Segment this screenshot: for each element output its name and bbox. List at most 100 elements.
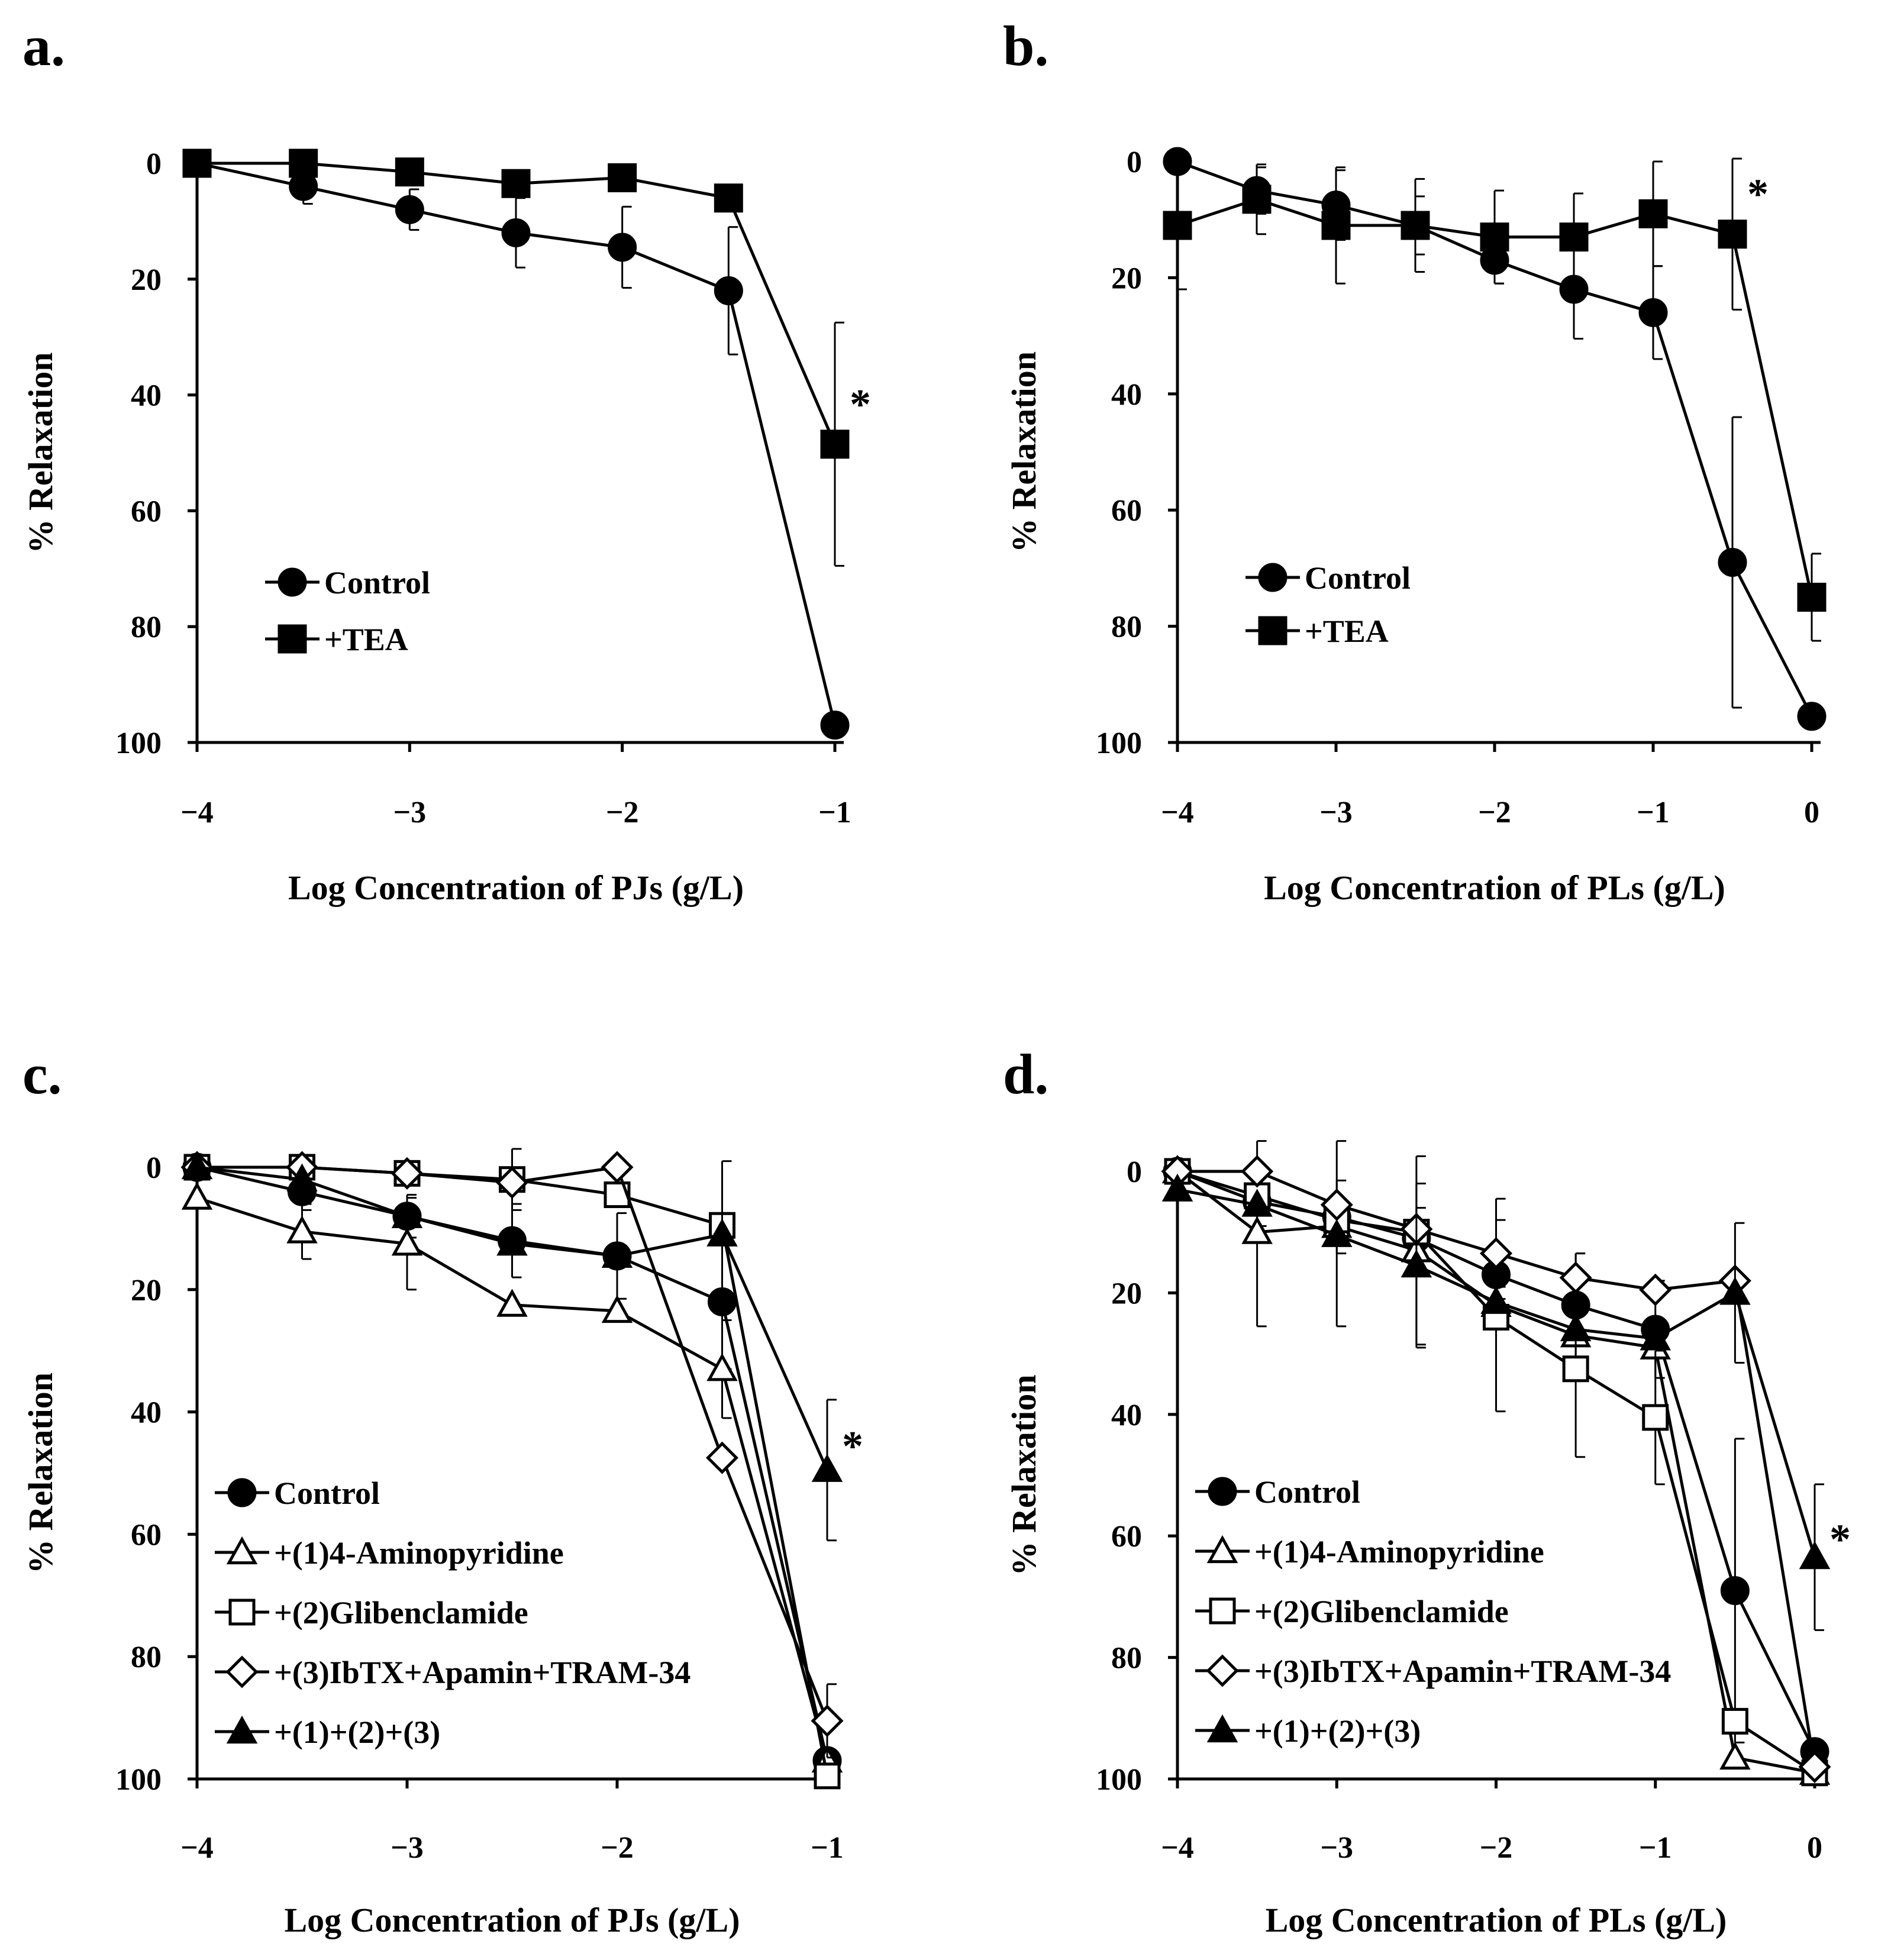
data-point (811, 1704, 844, 1738)
y-tick-label: 20 (131, 1274, 162, 1307)
legend-label: Control (324, 565, 430, 600)
data-point (495, 1166, 529, 1199)
chart-panel-b: b. 0 20 40 60 80 100 −4 −3 −2 −1 0 Log Concentration… (1003, 14, 1827, 907)
data-point (1719, 1741, 1751, 1770)
series-5 (1161, 1173, 1831, 1631)
data-point (811, 1454, 843, 1482)
data-point (1320, 1188, 1353, 1222)
x-tick-label: −1 (1637, 796, 1670, 829)
data-point (286, 1163, 318, 1192)
panel-label: a. (22, 14, 65, 78)
panel-label: d. (1003, 1042, 1048, 1106)
significance-annotation: * (1829, 1516, 1851, 1563)
data-point (1480, 222, 1509, 252)
y-tick-label: 100 (1096, 1763, 1142, 1797)
data-point (1479, 1237, 1513, 1270)
y-tick-label: 100 (115, 1763, 162, 1797)
x-tick-label: −2 (1480, 1831, 1513, 1865)
data-point (1639, 1273, 1672, 1306)
legend-marker (225, 1655, 259, 1688)
y-tick-label: 60 (1111, 494, 1142, 528)
data-point (182, 148, 212, 178)
y-axis-label: % Relaxation (1005, 351, 1043, 553)
data-point (501, 169, 531, 198)
significance-annotation: * (842, 1422, 863, 1470)
legend-marker (1206, 1714, 1238, 1743)
y-tick-label: 40 (131, 379, 162, 413)
y-axis-label: % Relaxation (21, 1373, 60, 1574)
data-point (1718, 548, 1747, 577)
data-point (395, 195, 424, 224)
legend-label: +(2)Glibenclamide (1254, 1594, 1509, 1629)
y-tick-label: 40 (1111, 378, 1142, 412)
legend-label: +TEA (1305, 613, 1389, 649)
data-point (1163, 211, 1192, 240)
legend-label: +(3)IbTX+Apamin+TRAM-34 (274, 1655, 690, 1690)
data-point (1719, 1277, 1751, 1305)
legend-label: +(2)Glibenclamide (274, 1595, 528, 1630)
x-tick-label: −3 (1320, 1831, 1353, 1865)
x-tick-label: 0 (1804, 796, 1819, 829)
x-axis-label: Log Concentration of PLs (g/L) (1266, 1901, 1727, 1939)
significance-annotation: * (1747, 170, 1769, 218)
data-point (714, 183, 743, 213)
legend-marker (1209, 1597, 1236, 1625)
chart-panel-a: a. 0 20 40 60 80 100 −4 −3 −2 −1 Log Concentration … (21, 14, 871, 907)
data-point (391, 1200, 423, 1228)
legend-label: Control (274, 1475, 380, 1511)
data-point (391, 1228, 423, 1256)
x-tick-label: −2 (606, 796, 639, 829)
data-point (820, 430, 850, 459)
legend-label: +(3)IbTX+Apamin+TRAM-34 (1254, 1654, 1671, 1689)
y-tick-label: 80 (1111, 1642, 1142, 1675)
data-point (395, 157, 424, 187)
legend-marker (1206, 1535, 1238, 1564)
significance-annotation: * (850, 380, 871, 428)
data-point (1241, 1189, 1273, 1217)
panel-label: c. (22, 1042, 62, 1106)
legend-marker (1206, 1654, 1239, 1687)
data-point (814, 1762, 841, 1790)
data-point (820, 711, 850, 740)
y-axis-label: % Relaxation (1005, 1375, 1043, 1576)
data-point (1720, 1576, 1750, 1606)
legend-label: +(1)+(2)+(3) (274, 1714, 440, 1750)
x-axis-label: Log Concentration of PJs (g/L) (288, 868, 744, 907)
y-tick-label: 20 (131, 263, 162, 297)
data-point (1161, 1173, 1193, 1202)
legend-label: Control (1254, 1474, 1360, 1510)
x-tick-label: −2 (601, 1831, 634, 1865)
data-point (286, 1215, 318, 1244)
data-point (608, 163, 637, 192)
data-point (391, 1157, 424, 1190)
y-tick-label: 0 (146, 1151, 162, 1185)
data-point (1560, 1313, 1592, 1342)
x-tick-label: −3 (393, 796, 427, 829)
y-tick-label: 100 (115, 726, 162, 760)
legend-label: +(1)+(2)+(3) (1254, 1713, 1421, 1749)
x-axis-label: Log Concentration of PJs (g/L) (284, 1901, 740, 1939)
x-tick-label: −4 (180, 1831, 214, 1865)
legend-marker (1208, 1477, 1237, 1506)
chart-panel-d: d. 0 20 40 60 80 100 −4 −3 −2 −1 0 Log Concentration… (1003, 1042, 1851, 1939)
data-point (1559, 1261, 1592, 1294)
y-axis-label: % Relaxation (21, 353, 60, 554)
y-tick-label: 60 (131, 1518, 162, 1552)
data-point (1242, 185, 1272, 214)
data-point (1562, 1355, 1589, 1383)
chart-panel-c: c. 0 20 40 60 80 100 −4 −3 −2 −1 Log Concentration … (21, 1042, 863, 1939)
data-point (1721, 1707, 1748, 1735)
data-point (1718, 219, 1747, 249)
data-point (601, 1151, 634, 1184)
x-tick-label: −3 (391, 1831, 424, 1865)
legend: Control +(1)4-Aminopyridine +(2)Glibenclam… (1195, 1474, 1671, 1749)
data-point (705, 1441, 739, 1474)
data-point (1797, 583, 1827, 612)
y-tick-label: 20 (1111, 1277, 1142, 1310)
y-tick-label: 0 (1127, 1155, 1142, 1189)
y-tick-label: 80 (131, 611, 162, 644)
data-point (1401, 1249, 1432, 1278)
series-5 (181, 1151, 843, 1542)
series-2 (1163, 157, 1827, 642)
y-tick-label: 60 (1111, 1520, 1142, 1554)
